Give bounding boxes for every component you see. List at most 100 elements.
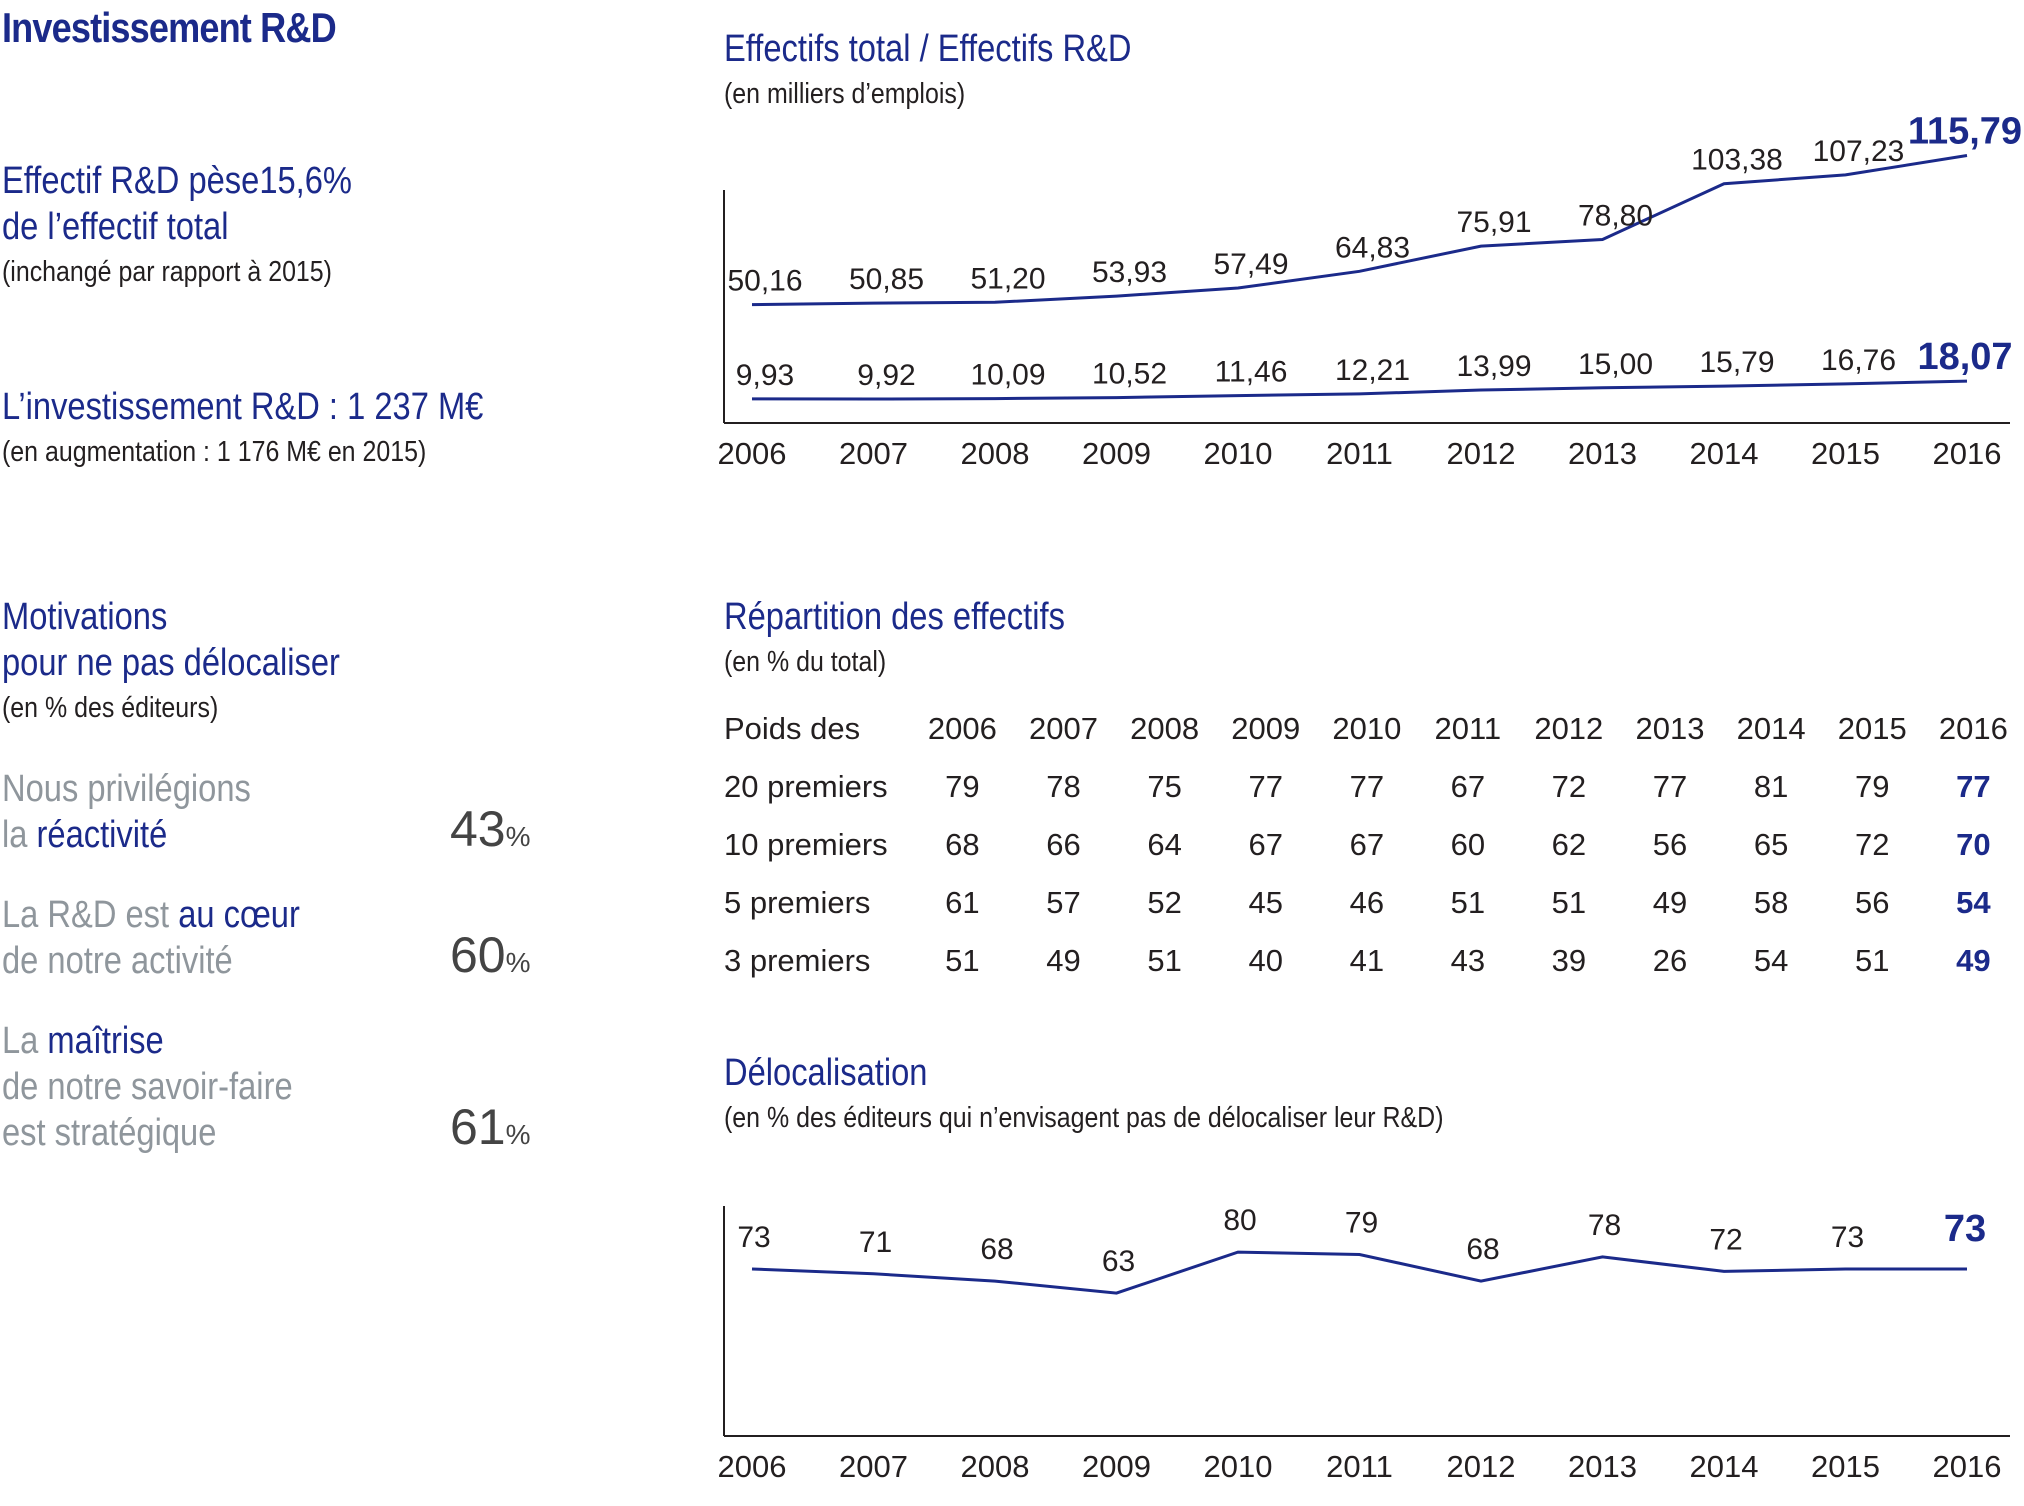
- table-row-label: 3 premiers: [724, 943, 871, 978]
- table-cell-2006: 68: [945, 827, 980, 862]
- table-header-2010: 2010: [1332, 711, 1402, 746]
- motivation-2-number: 60: [450, 927, 506, 983]
- motivation-2-value: 60%: [450, 926, 531, 984]
- table-header-2015: 2015: [1837, 711, 1907, 746]
- chart1-series-1-label-2012: 75,91: [1456, 206, 1531, 239]
- table-header-2013: 2013: [1635, 711, 1705, 746]
- table-header-2014: 2014: [1736, 711, 1806, 746]
- motivations-title-line2: pour ne pas délocaliser: [2, 642, 340, 684]
- motivation-3-unit: %: [505, 1119, 531, 1150]
- table-cell-2009: 67: [1248, 827, 1283, 862]
- motivation-1-number: 43: [450, 801, 506, 857]
- table-cell-2014: 58: [1753, 885, 1789, 920]
- table-cell-2010: 41: [1349, 943, 1385, 978]
- chart3-label-2011: 79: [1345, 1207, 1378, 1240]
- chart3-label-2013: 78: [1588, 1209, 1621, 1242]
- table-cell-2015: 51: [1855, 943, 1890, 978]
- table-header-2011: 2011: [1434, 711, 1502, 746]
- table-cell-2008: 64: [1147, 827, 1182, 862]
- chart3-label-2008: 68: [980, 1233, 1013, 1266]
- motivation-2-unit: %: [505, 947, 531, 978]
- chart1-series-2-label-2011: 12,21: [1335, 354, 1410, 387]
- table-row: 10 premiers 68 66 64 67 67 60 62 56 65 72 70: [724, 816, 2024, 874]
- table-header-2009: 2009: [1231, 711, 1301, 746]
- table-cell-2013: 49: [1652, 885, 1688, 920]
- table-cell-2007: 78: [1046, 769, 1081, 804]
- table-cell-2014: 54: [1753, 943, 1789, 978]
- chart1-series-2-label-2007: 9,92: [857, 359, 915, 392]
- table-cell-2008: 75: [1147, 769, 1182, 804]
- table-cell-2006: 79: [945, 769, 980, 804]
- distribution-table: Poids des 2006 2007 2008 2009 2010 2011 2012 201…: [724, 700, 2024, 990]
- chart1-series-2-label-2013: 15,00: [1578, 348, 1653, 381]
- table-header-label: Poids des: [724, 711, 861, 746]
- motivation-1-text: la: [2, 814, 37, 856]
- table-row-label: 20 premiers: [724, 769, 888, 804]
- chart3-label-2007: 71: [859, 1226, 892, 1259]
- chart1-series-1-label-2014: 103,38: [1691, 144, 1783, 177]
- table-cell-2012: 51: [1551, 885, 1587, 920]
- motivation-3-line2: de notre savoir-faire: [2, 1066, 293, 1108]
- chart3-label-2016: 73: [1944, 1208, 1986, 1250]
- table-cell-2012: 62: [1551, 827, 1587, 862]
- table-cell-2006: 51: [945, 943, 980, 978]
- chart1-x-tick-2016: 2016: [1933, 436, 2002, 471]
- table-cell-2011: 51: [1450, 885, 1486, 920]
- chart1-series-1-label-2008: 51,20: [970, 262, 1045, 295]
- table-cell-2009: 45: [1248, 885, 1283, 920]
- table-cell-2012: 39: [1551, 943, 1587, 978]
- chart1-x-tick-2007: 2007: [839, 436, 908, 471]
- chart1-series-1-label-2007: 50,85: [849, 263, 924, 296]
- motivation-1-line2: la réactivité: [2, 812, 167, 858]
- chart3-label-2012: 68: [1466, 1233, 1499, 1266]
- table-header-2008: 2008: [1130, 711, 1200, 746]
- chart-offshoring-title: Délocalisation: [724, 1052, 928, 1094]
- chart1-x-tick-2011: 2011: [1326, 436, 1393, 471]
- table-cell-2011: 43: [1450, 943, 1486, 978]
- table-cell-2010: 67: [1349, 827, 1385, 862]
- table-cell-2014: 65: [1753, 827, 1789, 862]
- chart1-series-2-label-2014: 15,79: [1699, 346, 1774, 379]
- chart3-x-tick-2006: 2006: [718, 1449, 787, 1484]
- chart3-x-tick-2010: 2010: [1204, 1449, 1273, 1484]
- table-cell-2016: 77: [1956, 769, 1991, 804]
- chart3-x-tick-2011: 2011: [1326, 1449, 1393, 1484]
- chart3-series-line: [751, 1250, 1967, 1295]
- chart1-x-tick-2014: 2014: [1690, 436, 1759, 471]
- chart-offshoring-subtitle: (en % des éditeurs qui n’envisagent pas …: [724, 1102, 1444, 1134]
- table-cell-2014: 81: [1753, 769, 1789, 804]
- kpi-investment-note: (en augmentation : 1 176 M€ en 2015): [2, 436, 427, 468]
- motivation-3-line3: est stratégique: [2, 1112, 217, 1154]
- motivations-title-line1: Motivations: [2, 596, 168, 638]
- chart-headcount-title: Effectifs total / Effectifs R&D: [724, 28, 1132, 70]
- chart1-series-2-label-2009: 10,52: [1092, 358, 1167, 391]
- table-cell-2009: 77: [1248, 769, 1283, 804]
- table-cell-2016: 70: [1956, 827, 1991, 862]
- chart1-series-2-label-2006: 9,93: [736, 359, 794, 392]
- table-header-2007: 2007: [1028, 711, 1098, 746]
- chart1-series-2-label-2008: 10,09: [970, 359, 1045, 392]
- table-cell-2015: 72: [1855, 827, 1890, 862]
- chart3-x-tick-2014: 2014: [1690, 1449, 1759, 1484]
- chart1-series-1-label-2010: 57,49: [1213, 248, 1288, 281]
- table-cell-2015: 79: [1855, 769, 1890, 804]
- motivation-3-value: 61%: [450, 1098, 531, 1156]
- table-cell-2006: 61: [945, 885, 980, 920]
- table-cell-2015: 56: [1855, 885, 1890, 920]
- table-row: 5 premiers 61 57 52 45 46 51 51 49 58 56 54: [724, 874, 2024, 932]
- chart1-series-1-label-2006: 50,16: [727, 265, 802, 298]
- motivation-2-line1: La R&D est au cœur: [2, 892, 300, 938]
- table-cell-2007: 66: [1046, 827, 1081, 862]
- chart3-x-tick-2013: 2013: [1568, 1449, 1637, 1484]
- chart1-x-tick-2010: 2010: [1204, 436, 1273, 471]
- chart1-x-tick-2013: 2013: [1568, 436, 1637, 471]
- chart1-series-1-label-2013: 78,80: [1578, 200, 1653, 233]
- table-cell-2009: 40: [1248, 943, 1283, 978]
- motivation-1-line1: Nous privilégions: [2, 768, 251, 810]
- motivation-1-unit: %: [505, 821, 531, 852]
- table-cell-2013: 77: [1652, 769, 1688, 804]
- chart-headcount-subtitle: (en milliers d’emplois): [724, 78, 966, 110]
- table-cell-2008: 51: [1147, 943, 1182, 978]
- table-header-2006: 2006: [927, 711, 997, 746]
